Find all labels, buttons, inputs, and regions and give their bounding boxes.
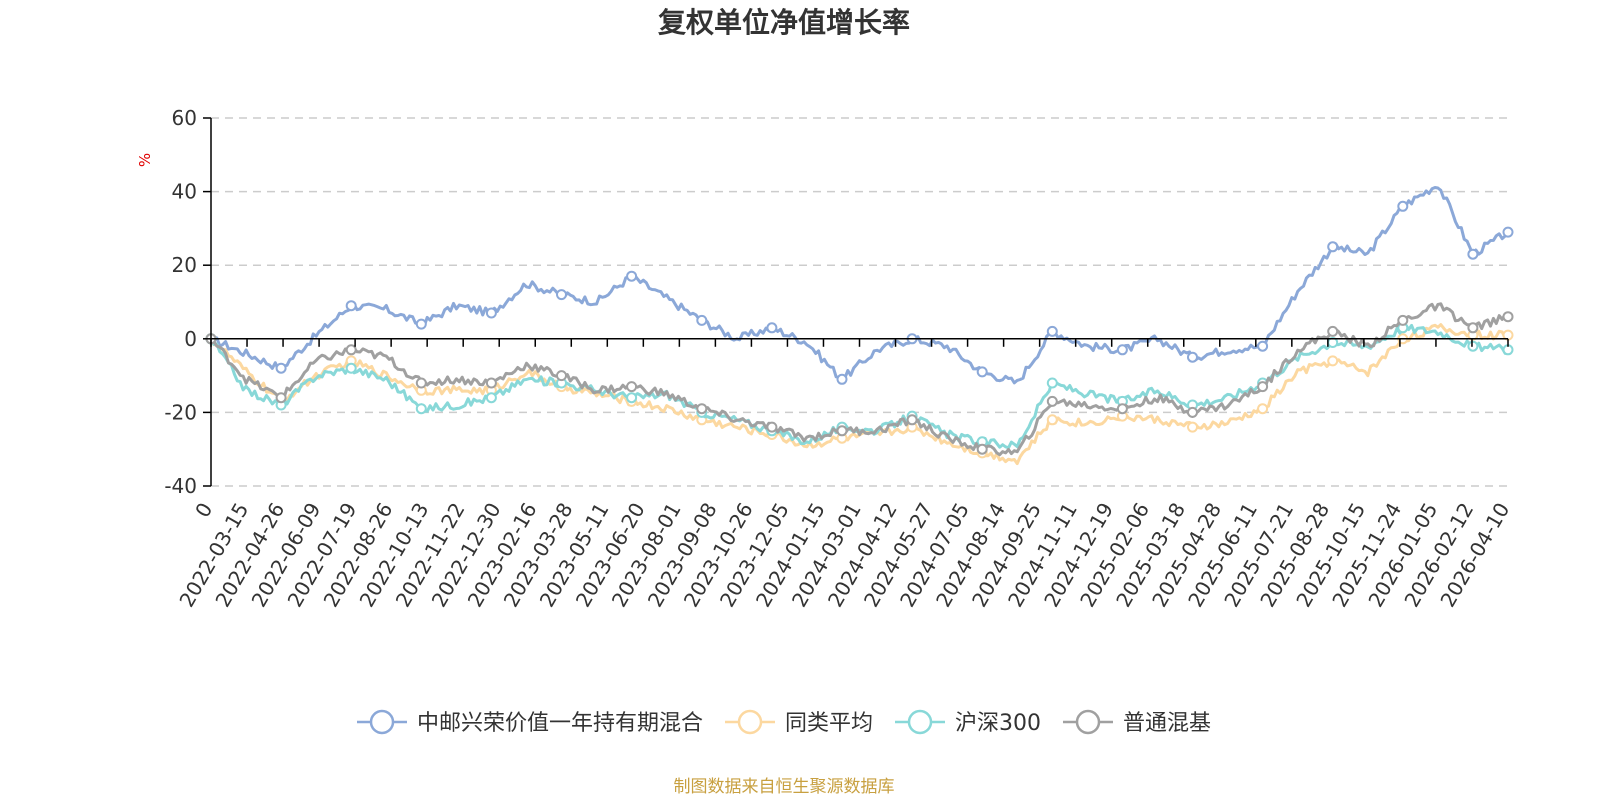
series-line: [209, 302, 1509, 457]
data-point: [836, 425, 848, 437]
y-tick-label: 20: [172, 253, 197, 277]
data-point: [766, 421, 778, 433]
data-point: [415, 403, 427, 415]
legend-marker: [369, 709, 395, 735]
data-point: [415, 377, 427, 389]
data-point: [485, 392, 497, 404]
y-tick-label: 0: [184, 327, 197, 351]
data-point: [1046, 395, 1058, 407]
data-point: [906, 414, 918, 426]
series-lines: [205, 186, 1514, 466]
data-point: [1502, 311, 1514, 323]
data-point: [1327, 355, 1339, 367]
data-point: [1502, 226, 1514, 238]
data-point: [1187, 421, 1198, 433]
data-point: [626, 270, 638, 282]
data-point: [1397, 314, 1409, 326]
data-point: [1467, 322, 1479, 334]
data-point: [1046, 325, 1058, 337]
y-tick-label: 60: [172, 106, 197, 130]
data-point: [1116, 344, 1128, 356]
legend-marker: [1075, 709, 1101, 735]
data-point: [696, 403, 708, 415]
legend-item-4[interactable]: 普通混基: [1062, 709, 1211, 736]
y-tick-label: 40: [172, 180, 197, 204]
series-line: [210, 186, 1510, 385]
source-note: 制图数据来自恒生聚源数据库: [674, 777, 895, 797]
data-point: [1327, 241, 1339, 253]
data-point: [556, 370, 567, 382]
data-point: [696, 314, 708, 326]
data-point: [1046, 377, 1058, 389]
data-point: [556, 289, 567, 301]
data-point: [626, 381, 638, 393]
data-point: [1397, 200, 1409, 212]
legend[interactable]: 中邮兴荣价值一年持有期混合 同类平均 沪深300 普通混基: [357, 709, 1211, 736]
data-point: [1187, 351, 1198, 363]
data-point: [345, 344, 357, 356]
data-point: [766, 322, 778, 334]
legend-marker: [737, 709, 763, 735]
legend-label: 同类平均: [785, 711, 873, 736]
data-point: [1046, 414, 1058, 426]
legend-item-3[interactable]: 沪深300: [895, 709, 1041, 736]
data-point: [1327, 325, 1339, 337]
data-point: [415, 318, 427, 330]
series-4: [205, 302, 1514, 457]
legend-label: 中邮兴荣价值一年持有期混合: [417, 711, 703, 736]
data-point: [626, 392, 638, 404]
chart-title: 复权单位净值增长率: [658, 6, 910, 39]
data-point: [1467, 248, 1479, 260]
legend-item-1[interactable]: 中邮兴荣价值一年持有期混合: [357, 709, 703, 736]
legend-marker: [907, 709, 933, 735]
data-point: [976, 443, 988, 455]
data-point: [485, 377, 497, 389]
data-point: [275, 392, 287, 404]
data-point: [836, 373, 848, 385]
data-point: [1257, 340, 1269, 352]
data-point: [345, 300, 357, 312]
y-axis-ticks: 60 40 20 0 -20 -40: [164, 106, 211, 498]
data-point: [976, 366, 988, 378]
data-point: [1116, 403, 1128, 415]
data-point: [345, 362, 357, 374]
data-point: [1257, 403, 1269, 415]
x-tick-label: 0: [190, 499, 217, 522]
y-tick-label: -40: [164, 474, 197, 498]
data-point: [1467, 340, 1479, 352]
legend-label: 沪深300: [955, 711, 1041, 736]
legend-item-2[interactable]: 同类平均: [725, 709, 873, 736]
data-point: [1187, 406, 1198, 418]
legend-label: 普通混基: [1123, 711, 1211, 736]
data-point: [275, 362, 287, 374]
data-point: [1257, 381, 1269, 393]
y-axis-unit: %: [136, 153, 154, 167]
y-tick-label: -20: [164, 400, 197, 424]
data-point: [485, 307, 497, 319]
